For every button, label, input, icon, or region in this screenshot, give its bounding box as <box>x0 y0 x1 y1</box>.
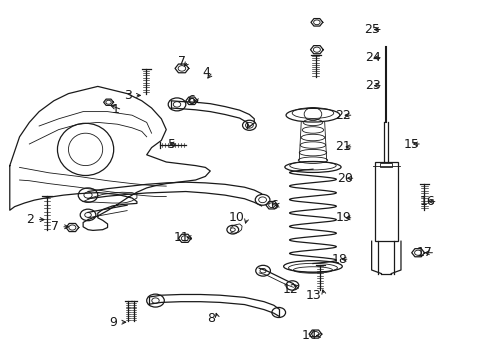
Text: 9: 9 <box>109 316 117 329</box>
Text: 13: 13 <box>305 289 321 302</box>
Text: 3: 3 <box>124 89 132 102</box>
Text: 18: 18 <box>331 253 346 266</box>
Text: 2: 2 <box>26 213 34 226</box>
Text: 7: 7 <box>51 220 59 233</box>
Text: 16: 16 <box>419 195 434 208</box>
Text: 10: 10 <box>228 211 244 224</box>
Text: 12: 12 <box>282 283 298 296</box>
Text: 14: 14 <box>302 329 317 342</box>
Text: 11: 11 <box>174 231 189 244</box>
Text: 1: 1 <box>112 103 120 116</box>
Text: 21: 21 <box>335 140 350 153</box>
Text: 23: 23 <box>364 79 380 92</box>
Text: 17: 17 <box>416 246 432 259</box>
Text: 5: 5 <box>168 138 176 150</box>
Bar <box>380 163 391 167</box>
Text: 22: 22 <box>335 109 350 122</box>
Text: 7: 7 <box>178 55 185 68</box>
Text: 25: 25 <box>364 23 380 36</box>
Text: 6: 6 <box>186 94 194 107</box>
Text: 15: 15 <box>403 138 419 150</box>
Text: 4: 4 <box>202 66 210 78</box>
Text: 20: 20 <box>337 172 352 185</box>
Bar <box>374 162 397 241</box>
Text: 24: 24 <box>364 51 380 64</box>
Text: 8: 8 <box>207 312 215 325</box>
Text: 19: 19 <box>335 211 350 224</box>
Text: 6: 6 <box>269 199 277 212</box>
